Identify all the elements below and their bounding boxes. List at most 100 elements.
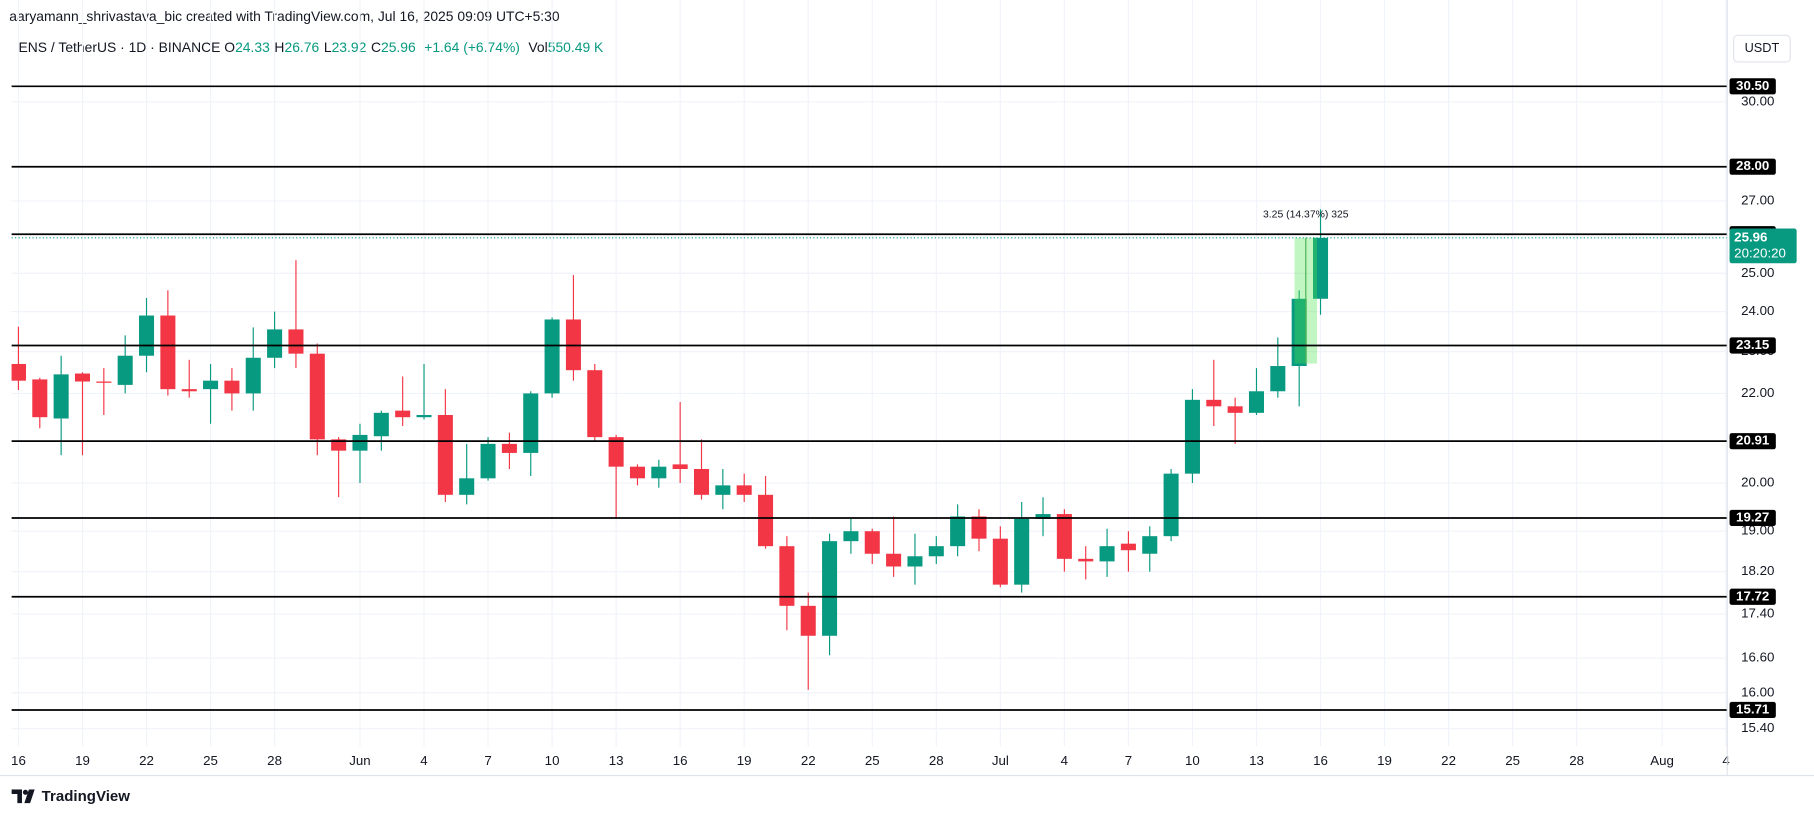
- measure-label: 3.25 (14.37%) 325: [1263, 209, 1349, 220]
- candle-body: [1120, 543, 1136, 551]
- x-tick-label: 28: [1569, 753, 1584, 768]
- candle-body: [11, 363, 26, 381]
- candle-body: [672, 464, 688, 470]
- x-tick-label: 7: [1125, 753, 1132, 768]
- level-label: 20.91: [1736, 433, 1770, 448]
- x-tick-label: 16: [673, 753, 688, 768]
- ohlc-label: C: [370, 39, 381, 56]
- level-tag: [1729, 433, 1776, 450]
- x-tick-label: 28: [929, 753, 944, 768]
- y-tick-label: 16.00: [1741, 684, 1774, 699]
- candle-body: [1078, 558, 1094, 562]
- candle-body: [1312, 237, 1329, 299]
- x-tick-label: 4: [420, 753, 427, 768]
- candle-body: [693, 469, 710, 495]
- candle-body: [1014, 518, 1030, 585]
- y-tick-label: 30.00: [1741, 93, 1774, 108]
- level-tag: [1729, 337, 1776, 354]
- x-tick-label: 19: [1377, 753, 1392, 768]
- volume: 550.49 K: [547, 39, 604, 56]
- candle-body: [1227, 406, 1243, 413]
- candle-body: [53, 374, 69, 419]
- candle-body: [1184, 399, 1200, 474]
- candle-body: [416, 415, 432, 418]
- ohlc-value: 24.33: [235, 39, 270, 56]
- level-label: 17.72: [1736, 588, 1769, 603]
- x-tick-label: 4: [1061, 753, 1068, 768]
- ohlc-label: H: [274, 39, 285, 56]
- symbol: ENS / TetherUS · 1D · BINANCE: [18, 39, 221, 56]
- candle-body: [181, 389, 197, 392]
- y-tick-label: 20.00: [1741, 475, 1774, 490]
- candle-body: [160, 315, 176, 390]
- candle-body: [651, 466, 667, 479]
- brand-name: TradingView: [41, 787, 130, 805]
- ohlc-label: O: [224, 39, 236, 56]
- candle-body: [139, 315, 155, 356]
- x-tick-label: 22: [1441, 753, 1456, 768]
- candle-body: [437, 415, 453, 495]
- level-tag: [1729, 78, 1776, 95]
- x-tick-label: Jul: [992, 753, 1009, 768]
- candle-body: [1056, 514, 1072, 559]
- candle-body: [629, 466, 645, 479]
- level-label: 30.50: [1736, 78, 1769, 93]
- candle-body: [203, 380, 219, 390]
- candle-body: [928, 546, 944, 557]
- y-tick-label: 27.00: [1741, 192, 1774, 207]
- legend: ENS / TetherUS · 1D · BINANCE O24.33 H26.…: [19, 39, 608, 55]
- candle-body: [373, 412, 389, 437]
- candle-body: [480, 443, 496, 479]
- candle-body: [822, 541, 838, 636]
- candle-body: [245, 357, 261, 394]
- brand: TradingView: [11, 787, 130, 805]
- candle-body: [779, 546, 795, 606]
- candle-body: [992, 538, 1008, 585]
- currency-button[interactable]: USDT: [1733, 34, 1791, 63]
- ohlc-value: 23.92: [331, 39, 367, 56]
- x-tick-label: 25: [203, 753, 218, 768]
- y-tick-label: 17.40: [1741, 605, 1774, 620]
- x-tick-label: 16: [1313, 753, 1328, 768]
- x-tick-label: 7: [484, 753, 491, 768]
- x-tick-label: 16: [11, 753, 26, 768]
- y-tick-label: 25.00: [1741, 265, 1774, 280]
- x-tick-label: Jun: [349, 753, 370, 768]
- x-tick-label: 28: [267, 753, 282, 768]
- y-tick-label: 18.20: [1741, 563, 1774, 578]
- candle-body: [523, 393, 539, 453]
- candle-body: [352, 434, 368, 451]
- candle-body: [331, 439, 347, 451]
- y-tick-label: 16.60: [1741, 650, 1774, 665]
- countdown: 20:20:20: [1734, 246, 1786, 261]
- ohlc-label: L: [323, 39, 332, 56]
- candle-body: [758, 494, 774, 547]
- volume-label: Vol: [528, 39, 548, 56]
- ohlc: O24.33 H26.76 L23.92 C25.96: [224, 39, 420, 55]
- candle-body: [395, 410, 411, 418]
- candle-body: [459, 478, 475, 495]
- candle-body: [886, 553, 902, 567]
- x-tick-label: 13: [609, 753, 624, 768]
- candle-body: [608, 437, 624, 467]
- change: +1.64 (+6.74%): [424, 39, 520, 56]
- candle-body: [96, 381, 112, 383]
- x-tick-label: 22: [139, 753, 154, 768]
- candle-body: [800, 605, 816, 636]
- x-tick-label: 25: [865, 753, 880, 768]
- x-tick-label: 22: [801, 753, 816, 768]
- ohlc-value: 25.96: [380, 39, 416, 56]
- x-tick-label: 19: [737, 753, 752, 768]
- y-tick-label: 22.00: [1741, 385, 1774, 400]
- x-tick-label: 4: [1722, 753, 1729, 768]
- plot-area: [11, 0, 1728, 747]
- y-tick-label: 24.00: [1741, 303, 1774, 318]
- brand-icon: [11, 788, 35, 803]
- level-label: 15.71: [1736, 701, 1770, 716]
- x-tick-label: 25: [1505, 753, 1520, 768]
- level-tag: [1729, 509, 1776, 527]
- level-tag: [1729, 701, 1776, 719]
- candle-body: [587, 370, 603, 438]
